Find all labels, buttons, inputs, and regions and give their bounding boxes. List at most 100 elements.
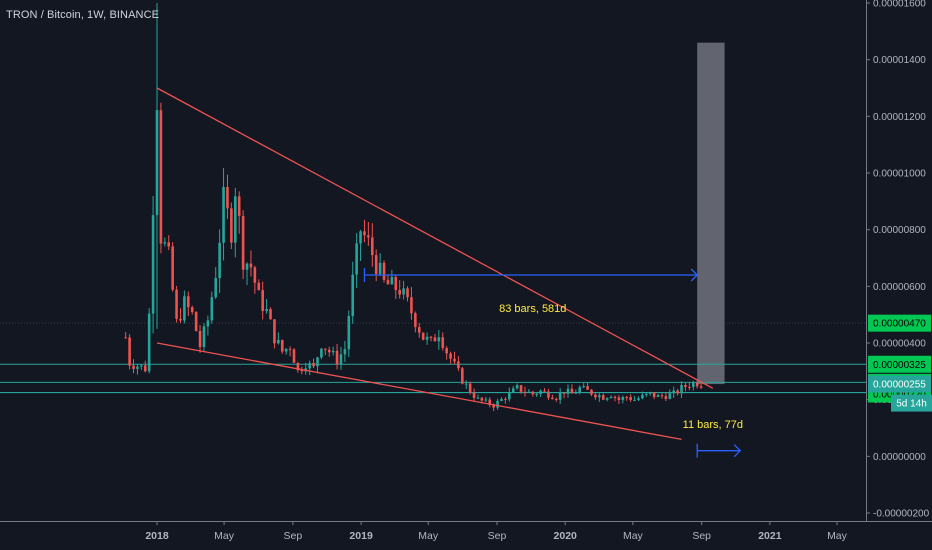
candle-body (143, 365, 147, 372)
candle-body (523, 391, 527, 393)
candle-body (390, 276, 394, 285)
candle-body (660, 395, 664, 397)
candle-body (484, 399, 488, 401)
time-tick-label: May (418, 530, 439, 542)
candle-body (543, 390, 546, 392)
candle-body (370, 237, 374, 256)
candle-body (605, 398, 609, 400)
candle-body (570, 388, 574, 394)
candle-body (300, 370, 304, 372)
candle-body (406, 288, 409, 298)
candle-body (128, 337, 131, 366)
candle-body (519, 385, 523, 392)
trendline[interactable] (156, 87, 714, 389)
candle-body (535, 394, 538, 396)
candle-body (547, 391, 550, 398)
candle-body (386, 279, 390, 285)
time-tick-label: Sep (692, 530, 711, 542)
candle-body (347, 316, 351, 350)
candle-body (566, 388, 570, 394)
candle-body (253, 267, 257, 283)
time-tick-label: 2020 (554, 530, 578, 542)
candle-body (363, 231, 366, 236)
candle-body (410, 297, 413, 314)
candle-body (695, 382, 699, 387)
candle-body (233, 196, 237, 243)
time-tick-label: Sep (284, 530, 303, 542)
projection-box[interactable] (697, 42, 725, 385)
candle-body (230, 208, 233, 243)
candle-body (594, 394, 597, 398)
price-tick-label: 0.00001200 (873, 112, 926, 123)
price-label: 0.00000470 (873, 319, 926, 330)
candle-body (398, 289, 401, 295)
candle-body (355, 243, 358, 275)
candle-body (280, 339, 284, 352)
candle-body (625, 397, 629, 399)
candle-body (601, 395, 605, 400)
candle-body (140, 365, 143, 367)
candle-body (492, 404, 495, 408)
candle-body (621, 397, 625, 400)
candle-body (359, 231, 362, 244)
candle-body (132, 365, 135, 369)
candle-body (136, 366, 139, 369)
last-price-label: 0.00000255 (873, 380, 926, 391)
candle-body (457, 361, 460, 369)
candle-body (664, 396, 668, 399)
candle-body (668, 393, 672, 399)
candle-body (464, 383, 468, 385)
candle-body (284, 348, 288, 352)
candle-body (480, 397, 484, 401)
candle-body (249, 263, 253, 268)
candle-body (633, 399, 636, 401)
candle-body (292, 349, 296, 363)
candle-body (183, 296, 186, 321)
trendline[interactable] (156, 342, 682, 440)
candle-body (194, 312, 198, 332)
candle-body (296, 362, 300, 371)
price-label: 0.00000325 (873, 360, 926, 371)
price-label-bg[interactable] (868, 355, 931, 373)
candle-body (327, 349, 331, 353)
candle-body (245, 263, 249, 270)
candle-body (124, 337, 127, 339)
candle-body (226, 187, 229, 209)
candle-body (453, 358, 456, 362)
price-label-bg[interactable] (868, 314, 931, 332)
candle-body (445, 348, 448, 354)
candle-body (394, 276, 398, 290)
candle-body (527, 391, 531, 393)
time-tick-label: May (214, 530, 235, 542)
candle-body (676, 390, 679, 394)
time-tick-label: 2019 (349, 530, 373, 542)
candle-body (237, 196, 241, 216)
candle-body (441, 337, 445, 349)
candle-body (417, 327, 421, 333)
candle-body (672, 390, 676, 394)
candle-body (554, 399, 558, 401)
candle-body (582, 386, 585, 388)
candle-body (257, 282, 261, 291)
candle-body (324, 348, 327, 350)
candle-body (214, 277, 218, 298)
measure-label: 83 bars, 581d (499, 303, 566, 315)
candle-body (433, 337, 437, 342)
candle-body (351, 274, 355, 317)
candle-body (468, 383, 472, 393)
candle-body (378, 262, 382, 275)
candle-body (222, 187, 225, 243)
candle-body (691, 382, 695, 387)
price-tick-label: 0.00000000 (873, 452, 926, 463)
candle-body (574, 392, 578, 394)
candle-body (269, 309, 272, 320)
time-tick-label: May (827, 530, 848, 542)
time-tick-label: 2018 (145, 530, 169, 542)
candle-body (414, 313, 417, 328)
candle-body (437, 337, 441, 342)
candle-body (320, 348, 323, 358)
candle-body (496, 400, 499, 408)
candle-body (402, 288, 405, 295)
last-price-label-bg[interactable] (868, 375, 931, 393)
